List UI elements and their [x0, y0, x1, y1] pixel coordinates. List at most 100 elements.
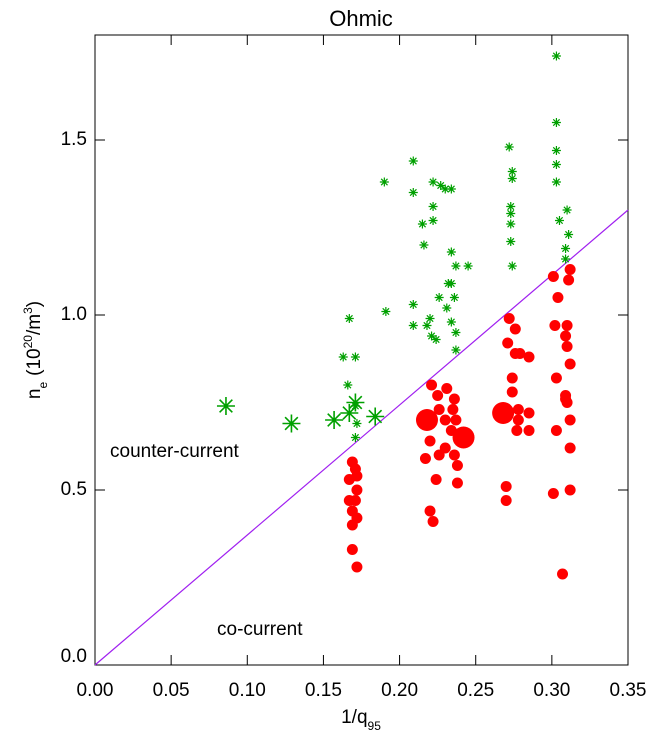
- circle-point: [452, 426, 475, 449]
- star-point: [451, 261, 461, 271]
- circle-point: [523, 425, 535, 436]
- star-point: [551, 51, 561, 61]
- star-point: [449, 293, 459, 302]
- star-point: [551, 160, 561, 169]
- star-point: [340, 404, 359, 422]
- star-point: [428, 202, 438, 211]
- circle-point: [502, 337, 514, 349]
- star-point: [428, 216, 438, 225]
- circle-point: [512, 414, 524, 426]
- x-tick-label: 0.15: [305, 680, 342, 701]
- star-point: [507, 167, 517, 176]
- circle-point: [500, 481, 512, 492]
- y-label-sup: 3: [21, 307, 35, 314]
- star-point: [428, 177, 438, 187]
- x-tick-label: 0.00: [77, 680, 114, 701]
- x-axis-label: 1/q95: [341, 707, 381, 733]
- star-point: [561, 244, 571, 253]
- star-point: [350, 401, 360, 411]
- star-point: [417, 219, 427, 229]
- circle-point: [523, 407, 535, 419]
- circle-point: [560, 330, 572, 342]
- circle-point: [547, 271, 559, 282]
- x-tick-label: 0.05: [153, 680, 190, 701]
- star-point: [554, 216, 564, 225]
- reference-line: [94, 209, 629, 666]
- circle-point: [430, 474, 442, 485]
- star-point: [506, 202, 516, 211]
- star-point: [343, 380, 353, 390]
- star-point: [379, 177, 389, 187]
- annotation: counter-current: [110, 441, 240, 462]
- star-point: [561, 254, 571, 264]
- star-point: [282, 414, 301, 433]
- circle-point: [564, 264, 576, 275]
- star-point: [434, 293, 444, 302]
- star-point: [350, 352, 360, 362]
- star-point: [451, 328, 461, 337]
- star-point: [338, 352, 348, 362]
- circle-point: [351, 484, 363, 496]
- circle-point: [343, 474, 355, 485]
- circle-point: [433, 404, 445, 415]
- circle-point: [550, 372, 562, 384]
- star-point: [506, 209, 516, 218]
- x-tick-label: 0.25: [457, 680, 494, 701]
- chart-title: Ohmic: [329, 6, 393, 31]
- circle-point: [447, 404, 459, 415]
- y-label-part: (10: [24, 348, 45, 375]
- annotation: co-current: [217, 619, 303, 640]
- circle-point: [561, 341, 573, 352]
- circle-point: [564, 414, 576, 426]
- circle-point: [351, 561, 363, 573]
- star-point: [419, 240, 429, 250]
- circle-point: [448, 449, 460, 461]
- circle-point: [512, 404, 524, 415]
- star-point: [350, 433, 360, 442]
- star-point: [451, 345, 461, 355]
- circle-point: [549, 320, 561, 331]
- circle-point: [492, 402, 515, 424]
- star-point: [463, 261, 473, 271]
- star-point: [442, 303, 452, 313]
- circle-point: [349, 495, 361, 506]
- y-tick-label: 0.5: [61, 479, 87, 500]
- star-point: [564, 230, 574, 239]
- circle-point: [450, 414, 462, 426]
- star-point: [431, 335, 441, 344]
- star-point: [446, 279, 456, 288]
- circle-point: [564, 442, 576, 454]
- star-point: [562, 205, 572, 215]
- y-label-sub: e: [36, 382, 50, 389]
- circle-point: [433, 449, 445, 461]
- star-point: [507, 261, 517, 271]
- circle-point: [500, 495, 512, 506]
- x-tick-label: 0.10: [229, 680, 266, 701]
- star-point: [216, 397, 235, 415]
- circle-point: [561, 320, 573, 331]
- plot-frame: [94, 34, 629, 666]
- y-label-main: n: [24, 389, 45, 400]
- star-point: [366, 407, 385, 426]
- star-point: [446, 247, 456, 257]
- circle-point: [426, 379, 438, 391]
- star-point: [440, 184, 450, 194]
- star-point: [446, 317, 456, 327]
- star-point: [408, 300, 418, 309]
- star-point: [427, 331, 437, 341]
- star-point: [436, 181, 446, 190]
- x-label-sub: 95: [368, 719, 382, 733]
- circle-point: [419, 453, 431, 464]
- y-tick-label: 1.0: [61, 304, 87, 325]
- x-tick-label: 0.35: [610, 680, 647, 701]
- circle-point: [448, 393, 460, 405]
- star-point: [425, 314, 435, 323]
- circle-point: [424, 435, 436, 447]
- x-tick-label: 0.30: [533, 680, 570, 701]
- star-point: [446, 184, 456, 194]
- y-label-part: /m: [24, 314, 45, 335]
- star-point: [344, 314, 354, 323]
- star-point: [507, 174, 517, 183]
- circle-point: [523, 351, 535, 363]
